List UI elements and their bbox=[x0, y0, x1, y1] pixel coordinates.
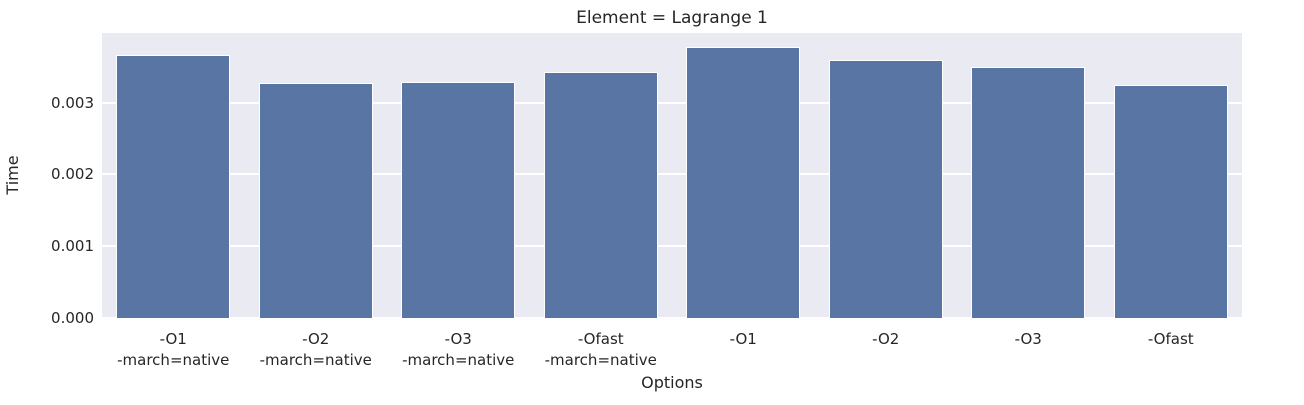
gridline bbox=[102, 245, 1242, 248]
x-axis-label: Options bbox=[641, 373, 703, 392]
gridline bbox=[102, 101, 1242, 104]
x-tick-label: -O1 bbox=[729, 330, 757, 348]
y-tick-label: 0.003 bbox=[51, 93, 94, 112]
x-tick-label: -O1 -march=native bbox=[117, 330, 230, 369]
bar--O3 bbox=[971, 66, 1086, 318]
y-tick-label: 0.001 bbox=[51, 237, 94, 256]
x-tick-label: -O2 bbox=[872, 330, 900, 348]
bar--O3-march-native bbox=[401, 81, 516, 318]
x-tick-label: -O2 -march=native bbox=[259, 330, 372, 369]
bar--O2 bbox=[828, 60, 943, 318]
bar--O2-march-native bbox=[258, 83, 373, 318]
bar--Ofast-march-native bbox=[543, 72, 658, 318]
chart-title: Element = Lagrange 1 bbox=[576, 8, 768, 28]
x-tick-label: -Ofast -march=native bbox=[544, 330, 657, 369]
gridline bbox=[102, 317, 1242, 318]
bar--Ofast bbox=[1113, 84, 1228, 318]
gridline bbox=[102, 173, 1242, 176]
x-tick-label: -O3 -march=native bbox=[402, 330, 515, 369]
x-tick-label: -Ofast bbox=[1147, 330, 1194, 348]
plot-area bbox=[102, 33, 1242, 318]
y-tick-label: 0.002 bbox=[51, 165, 94, 184]
x-tick-label: -O3 bbox=[1014, 330, 1042, 348]
bar--O1 bbox=[686, 46, 801, 318]
y-tick-label: 0.000 bbox=[51, 309, 94, 327]
bar--O1-march-native bbox=[116, 55, 231, 318]
